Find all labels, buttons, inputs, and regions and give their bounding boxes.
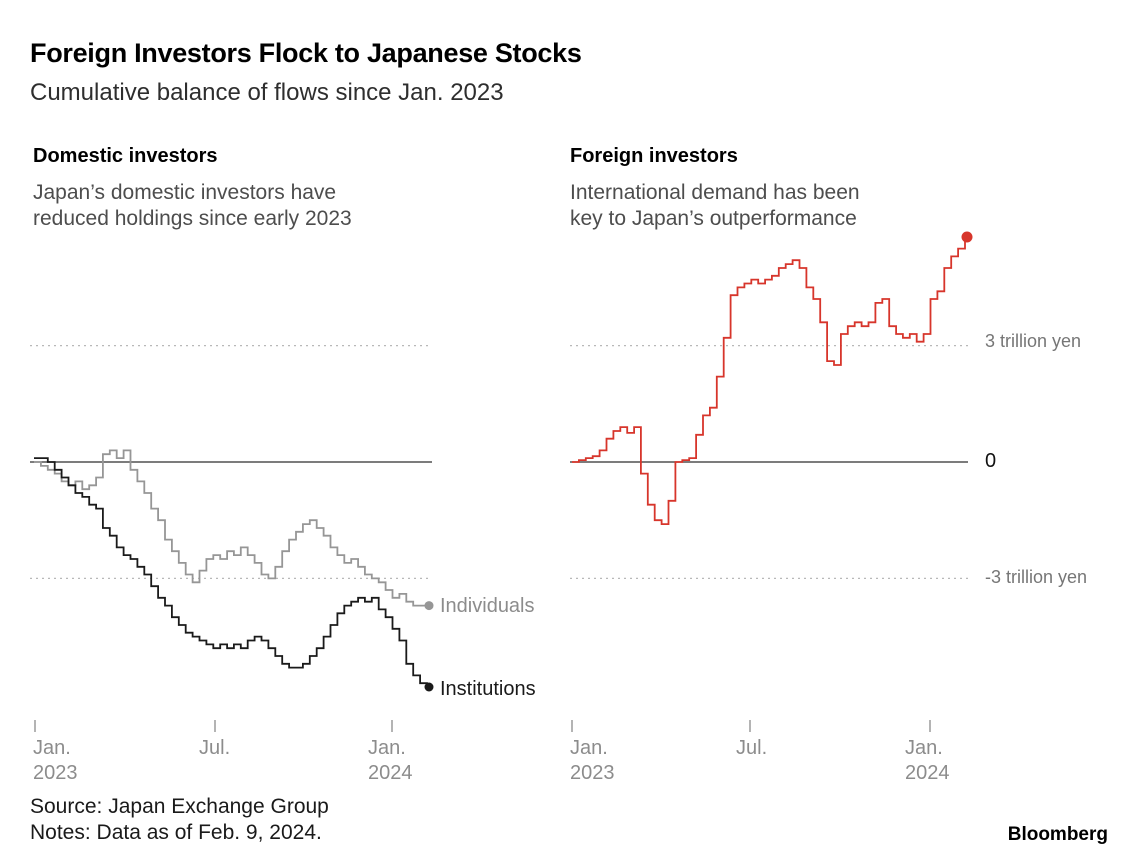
x-tick-month: Jul. <box>736 737 768 759</box>
right-panel-description-line2: key to Japan’s outperformance <box>570 207 857 231</box>
data-note: Notes: Data as of Feb. 9, 2024. <box>30 821 322 844</box>
x-tick-month: Jan. <box>33 737 71 759</box>
individuals-series-label: Individuals <box>440 595 535 617</box>
x-tick-month: Jan. <box>570 737 608 759</box>
x-tick-month: Jan. <box>368 737 406 759</box>
x-tick-month: Jul. <box>199 737 231 759</box>
institutions-series-label: Institutions <box>440 678 536 700</box>
x-tick-year: 2023 <box>33 762 78 784</box>
left-panel-description-line1: Japan’s domestic investors have <box>33 181 337 204</box>
x-tick-label-left-jul: Jul. <box>199 736 230 761</box>
source-note: Source: Japan Exchange Group <box>30 795 329 818</box>
x-tick-year: 2024 <box>905 762 950 784</box>
y-axis-label-minus3: -3 trillion yen <box>985 567 1088 587</box>
x-tick-year: 2024 <box>368 762 413 784</box>
y-axis-label-plus3: 3 trillion yen <box>985 331 1082 351</box>
bloomberg-logo: Bloomberg <box>1007 824 1108 845</box>
x-tick-label-right-jul: Jul. <box>736 736 767 761</box>
page-title: Foreign Investors Flock to Japanese Stoc… <box>30 38 582 68</box>
right-panel-heading: Foreign investors <box>570 145 738 167</box>
chart-subtitle: Cumulative balance of flows since Jan. 2… <box>30 79 504 106</box>
left-panel-description: Japan’s domestic investors have reduced … <box>33 180 352 233</box>
x-tick-label-left-jan2023: Jan. 2023 <box>33 736 78 786</box>
x-tick-label-right-jan2024: Jan. 2024 <box>905 736 950 786</box>
x-tick-label-left-jan2024: Jan. 2024 <box>368 736 413 786</box>
left-panel-heading: Domestic investors <box>33 145 218 167</box>
right-panel-description-line1: International demand has been <box>570 181 860 204</box>
y-axis-label-zero: 0 <box>985 450 997 472</box>
x-tick-label-right-jan2023: Jan. 2023 <box>570 736 615 786</box>
x-tick-month: Jan. <box>905 737 943 759</box>
right-panel-description: International demand has been key to Jap… <box>570 180 860 233</box>
left-panel-description-line2: reduced holdings since early 2023 <box>33 207 352 231</box>
x-tick-year: 2023 <box>570 762 615 784</box>
